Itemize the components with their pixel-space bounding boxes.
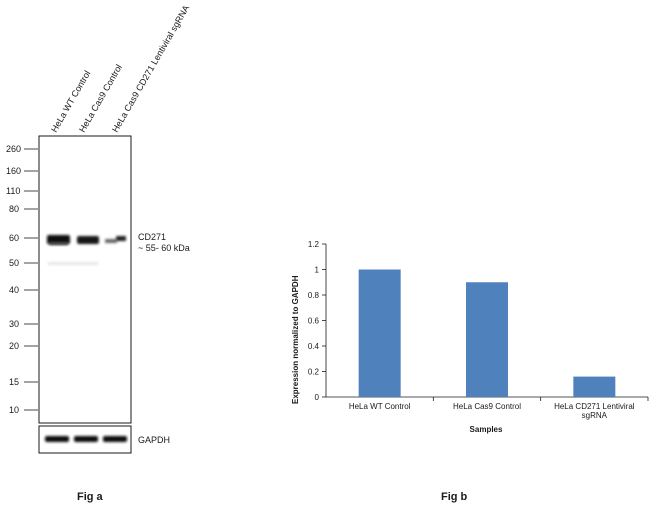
- gapdh-label: GAPDH: [138, 435, 170, 445]
- mw-label: 50: [9, 258, 19, 268]
- mw-label: 60: [9, 233, 19, 243]
- mw-label: 80: [9, 204, 19, 214]
- mw-label: 40: [9, 285, 19, 295]
- y-tick-label: 0: [315, 393, 320, 402]
- y-tick-label: 0.6: [308, 317, 320, 326]
- target-label: CD271: [138, 232, 166, 242]
- gapdh-bands: [45, 436, 127, 442]
- gapdh-band-lane-2: [74, 436, 98, 442]
- faint-band: [48, 262, 98, 265]
- x-tick-label: HeLa Cas9 Control: [453, 402, 521, 411]
- cd271-bands: [47, 235, 126, 265]
- fig-a-caption: Fig a: [77, 491, 104, 503]
- mw-markers: 260 160 110 80 60 50 40 30 20 15 10: [6, 144, 38, 415]
- bar: [466, 282, 508, 397]
- x-tick-label: HeLa WT Control: [349, 402, 411, 411]
- blot-main-frame: [38, 135, 132, 424]
- band-lane-1-lower: [49, 242, 68, 245]
- mw-label: 10: [9, 405, 19, 415]
- target-size-label: ~ 55- 60 kDa: [138, 243, 190, 253]
- gapdh-band-lane-1: [45, 436, 69, 442]
- mw-label: 110: [6, 186, 20, 196]
- bar: [358, 269, 401, 397]
- bar-chart-panel: Expression normalized to GAPDH Samples F…: [291, 240, 649, 503]
- y-axis-title: Expression normalized to GAPDH: [291, 275, 300, 404]
- y-tick-label: 1: [315, 266, 320, 275]
- y-tick-label: 0.2: [308, 368, 320, 377]
- gapdh-band-lane-3: [103, 436, 127, 442]
- x-axis-title: Samples: [470, 425, 503, 434]
- fig-b-caption: Fig b: [441, 491, 468, 503]
- western-blot-panel: HeLa WT Control HeLa Cas9 Control HeLa C…: [6, 3, 191, 503]
- mw-label: 30: [9, 319, 19, 329]
- mw-label: 160: [6, 166, 21, 176]
- band-lane-3b: [116, 236, 126, 241]
- mw-label: 15: [9, 377, 19, 387]
- y-tick-label: 0.8: [308, 291, 320, 300]
- x-tick-label: sgRNA: [582, 411, 608, 420]
- band-lane-1: [47, 235, 70, 244]
- band-lane-3a: [105, 239, 117, 243]
- mw-label: 20: [9, 341, 19, 351]
- bar: [573, 376, 616, 397]
- y-tick-label: 0.4: [308, 342, 320, 351]
- y-tick-label: 1.2: [308, 240, 320, 249]
- band-lane-2: [77, 236, 99, 244]
- x-tick-label: HeLa CD271 Lentiviral: [554, 402, 635, 411]
- mw-label: 260: [6, 144, 21, 154]
